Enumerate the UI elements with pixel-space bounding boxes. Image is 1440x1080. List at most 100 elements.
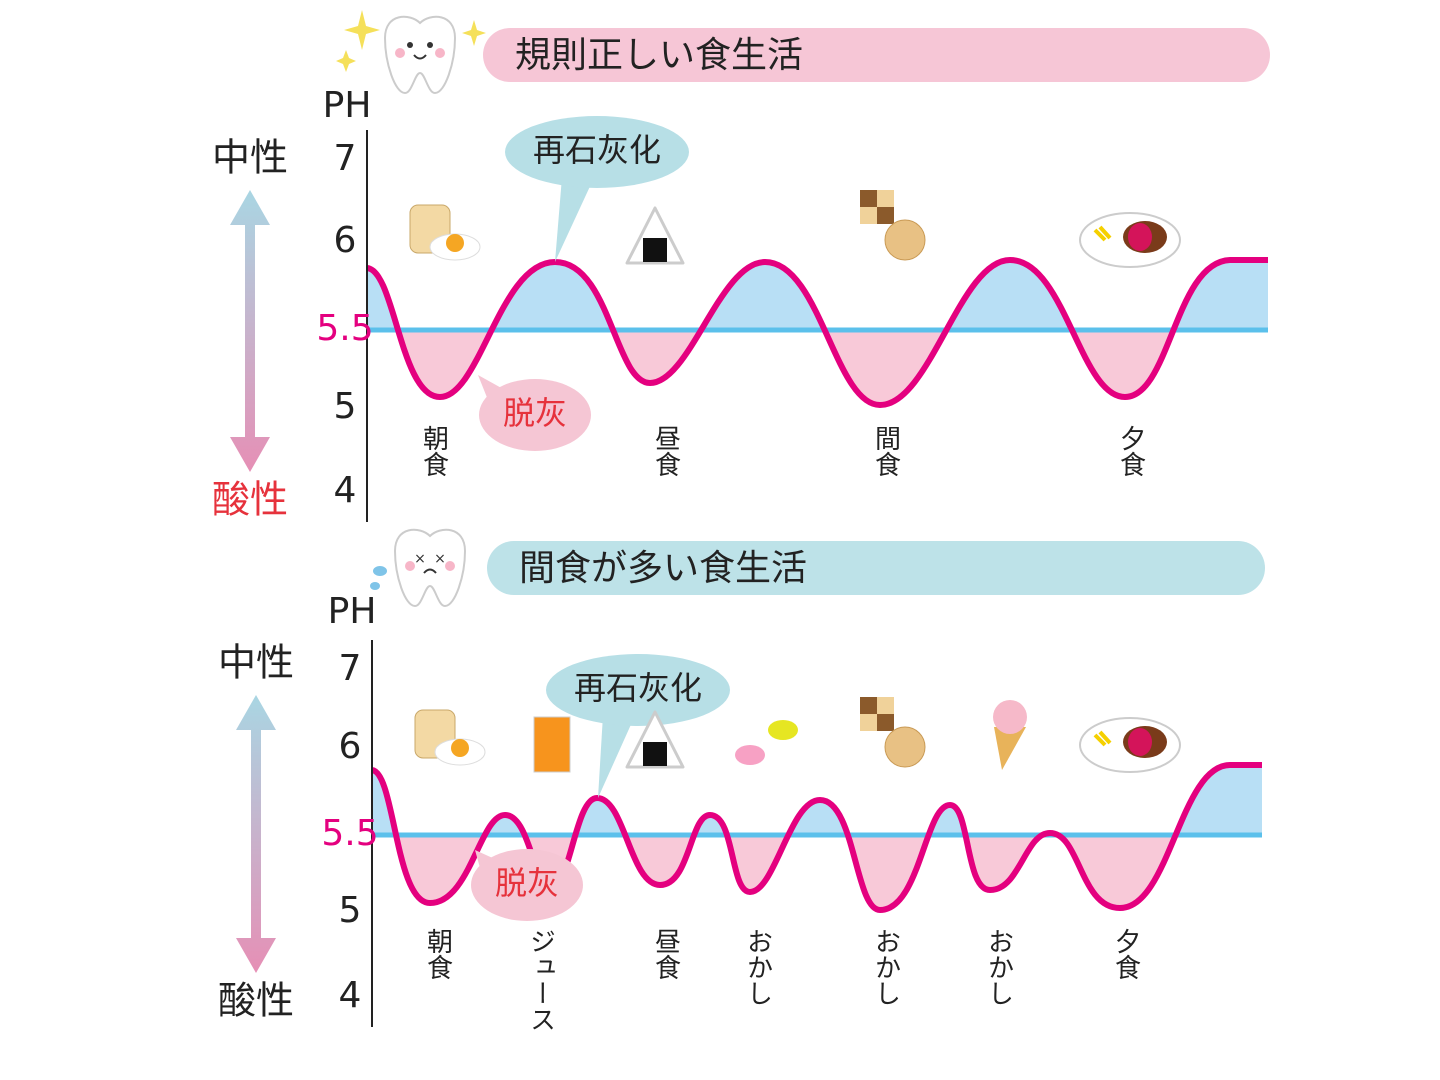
remineralization-bubble bbox=[546, 654, 730, 726]
y-tick-label: 5.5 bbox=[316, 308, 373, 349]
food-icon bbox=[860, 190, 926, 261]
y-tick-label: 6 bbox=[339, 726, 362, 767]
cone bbox=[994, 727, 1026, 770]
food-icon bbox=[409, 204, 481, 261]
cheek bbox=[445, 561, 455, 571]
ph-arrow bbox=[230, 190, 270, 472]
remineralization-bubble bbox=[505, 116, 689, 188]
remineralization-label: 再石灰化 bbox=[533, 131, 661, 169]
demineralization-label: 脱灰 bbox=[495, 864, 559, 902]
cookie-check bbox=[860, 714, 877, 731]
neutral-label: 中性 bbox=[218, 641, 294, 685]
panel-title: 規則正しい食生活 bbox=[515, 35, 803, 76]
ph-curve bbox=[365, 256, 1268, 409]
sweat bbox=[373, 566, 387, 576]
eye bbox=[407, 42, 413, 48]
meal-label: 朝食 bbox=[423, 928, 453, 980]
ph-arrow bbox=[236, 695, 276, 973]
nori bbox=[643, 742, 667, 766]
acid-area bbox=[367, 330, 1268, 405]
sparkle bbox=[344, 10, 380, 50]
y-tick-label: 7 bbox=[334, 138, 357, 179]
bubble-tail bbox=[555, 177, 592, 262]
yolk bbox=[446, 234, 464, 252]
title-bar bbox=[483, 28, 1270, 82]
food-icon bbox=[1079, 717, 1181, 773]
cookie-check bbox=[877, 697, 894, 714]
y-tick-label: 6 bbox=[334, 220, 357, 261]
ph-curve bbox=[370, 762, 1262, 914]
mouth bbox=[413, 54, 427, 60]
cookie-check bbox=[860, 207, 877, 224]
title-bar bbox=[487, 541, 1265, 595]
y-unit: PH bbox=[328, 591, 377, 632]
cheek bbox=[395, 48, 405, 58]
meal-label: 夕食 bbox=[1116, 425, 1146, 477]
meal-label: 夕食 bbox=[1111, 928, 1141, 980]
yolk bbox=[451, 739, 469, 757]
biscuit bbox=[884, 219, 926, 261]
cheek bbox=[405, 561, 415, 571]
y-unit: PH bbox=[323, 85, 372, 126]
sauce bbox=[1128, 223, 1152, 251]
acidic-label: 酸性 bbox=[212, 478, 288, 522]
food-icon bbox=[735, 720, 798, 765]
y-tick-label: 4 bbox=[334, 470, 357, 511]
onigiri bbox=[625, 206, 685, 265]
fries bbox=[1093, 730, 1112, 747]
neutral-label: 中性 bbox=[212, 136, 288, 180]
safe-area bbox=[367, 260, 1268, 330]
food-icon bbox=[414, 709, 486, 766]
cookie-check bbox=[877, 190, 894, 207]
meal-label: おかし bbox=[871, 928, 901, 1006]
meal-label: 昼食 bbox=[651, 425, 681, 477]
candy bbox=[735, 745, 765, 765]
sauce bbox=[1128, 728, 1152, 756]
food-icon bbox=[625, 206, 685, 265]
fries bbox=[1093, 225, 1112, 242]
meal-label: 昼食 bbox=[651, 928, 681, 980]
food-icon bbox=[1079, 212, 1181, 268]
candy bbox=[768, 720, 798, 740]
y-tick-label: 7 bbox=[339, 648, 362, 689]
demineralization-label: 脱灰 bbox=[503, 394, 567, 432]
meal-label: おかし bbox=[743, 928, 773, 1006]
glass bbox=[533, 716, 571, 773]
remineralization-label: 再石灰化 bbox=[574, 669, 702, 707]
mouth bbox=[423, 568, 437, 574]
demineralization-bubble bbox=[471, 849, 583, 921]
food-icon bbox=[625, 710, 685, 769]
y-tick-label: 4 bbox=[339, 975, 362, 1016]
meal-label: 朝食 bbox=[419, 425, 449, 477]
food-icon bbox=[860, 697, 926, 768]
bubble-tail bbox=[598, 715, 633, 798]
cheek bbox=[435, 48, 445, 58]
eye: × bbox=[414, 551, 426, 567]
meal-label: 間食 bbox=[871, 425, 901, 477]
scoop bbox=[993, 700, 1027, 734]
meal-label: おかし bbox=[984, 928, 1014, 1006]
y-tick-label: 5 bbox=[339, 890, 362, 931]
tooth-icon bbox=[393, 528, 467, 608]
tooth-icon bbox=[383, 15, 457, 95]
sweat bbox=[370, 582, 380, 590]
acidic-label: 酸性 bbox=[218, 979, 294, 1023]
demineralization-bubble bbox=[479, 379, 591, 451]
panel-title: 間食が多い食生活 bbox=[519, 548, 807, 589]
sparkle bbox=[336, 50, 356, 72]
safe-area bbox=[372, 765, 1262, 835]
sparkle bbox=[462, 20, 486, 46]
eye: × bbox=[434, 551, 446, 567]
biscuit bbox=[884, 726, 926, 768]
food-icon bbox=[993, 700, 1027, 770]
nori bbox=[643, 238, 667, 262]
meal-label: ジュース bbox=[526, 928, 556, 1032]
y-tick-label: 5 bbox=[334, 386, 357, 427]
eye bbox=[427, 42, 433, 48]
food-icon bbox=[533, 716, 571, 773]
onigiri bbox=[625, 710, 685, 769]
y-tick-label: 5.5 bbox=[321, 813, 378, 854]
